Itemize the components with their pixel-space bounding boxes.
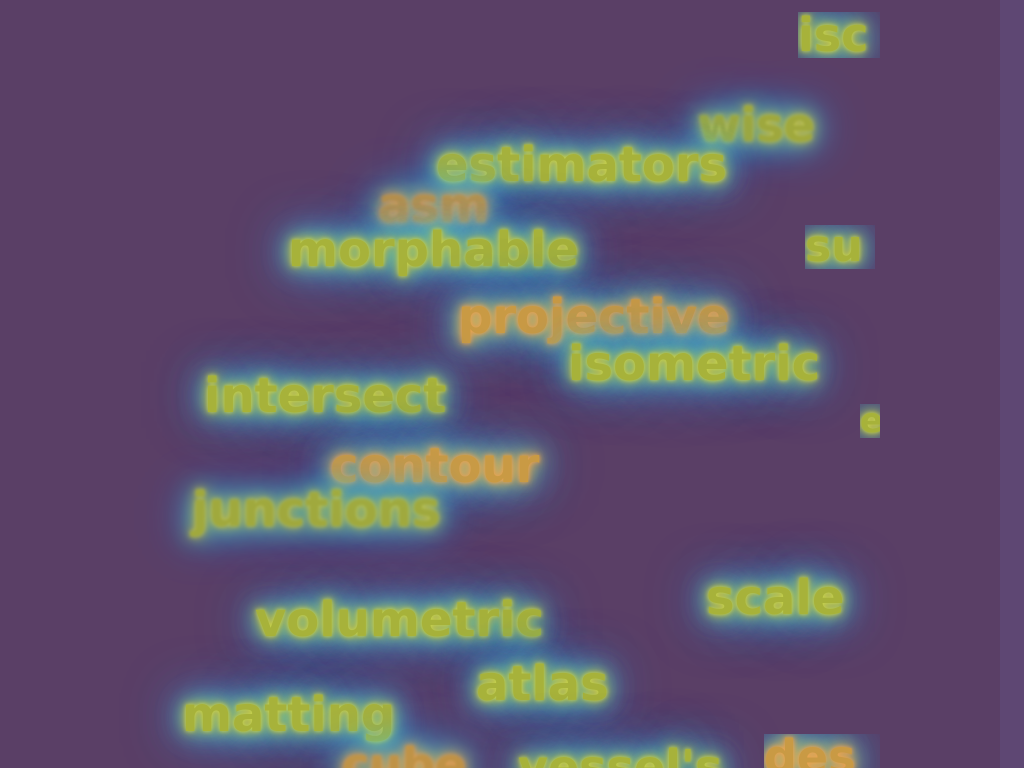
word-estimators: estimators xyxy=(436,137,728,193)
right-edge-strip xyxy=(1000,0,1024,768)
word-projective: projective xyxy=(458,289,730,345)
word-wise: wise xyxy=(698,98,815,152)
word-isc: isc xyxy=(798,12,869,58)
word-isometric: isometric xyxy=(568,336,821,392)
word-morphable: morphable xyxy=(288,222,579,278)
word-su: su xyxy=(805,225,863,269)
word-atlas: atlas xyxy=(476,656,609,712)
word-asm: asm xyxy=(378,178,489,234)
word-matting: matting xyxy=(182,687,396,743)
word-vessels: vessel's xyxy=(518,740,723,768)
word-intersect: intersect xyxy=(204,368,447,424)
word-scale: scale xyxy=(706,570,845,626)
word-contour: contour xyxy=(330,438,540,494)
word-volumetric: volumetric xyxy=(255,592,544,648)
word-junctions: junctions xyxy=(192,482,441,538)
word-des: des xyxy=(764,734,856,768)
word-e: e xyxy=(860,404,880,438)
word-cube: cube xyxy=(342,738,467,768)
